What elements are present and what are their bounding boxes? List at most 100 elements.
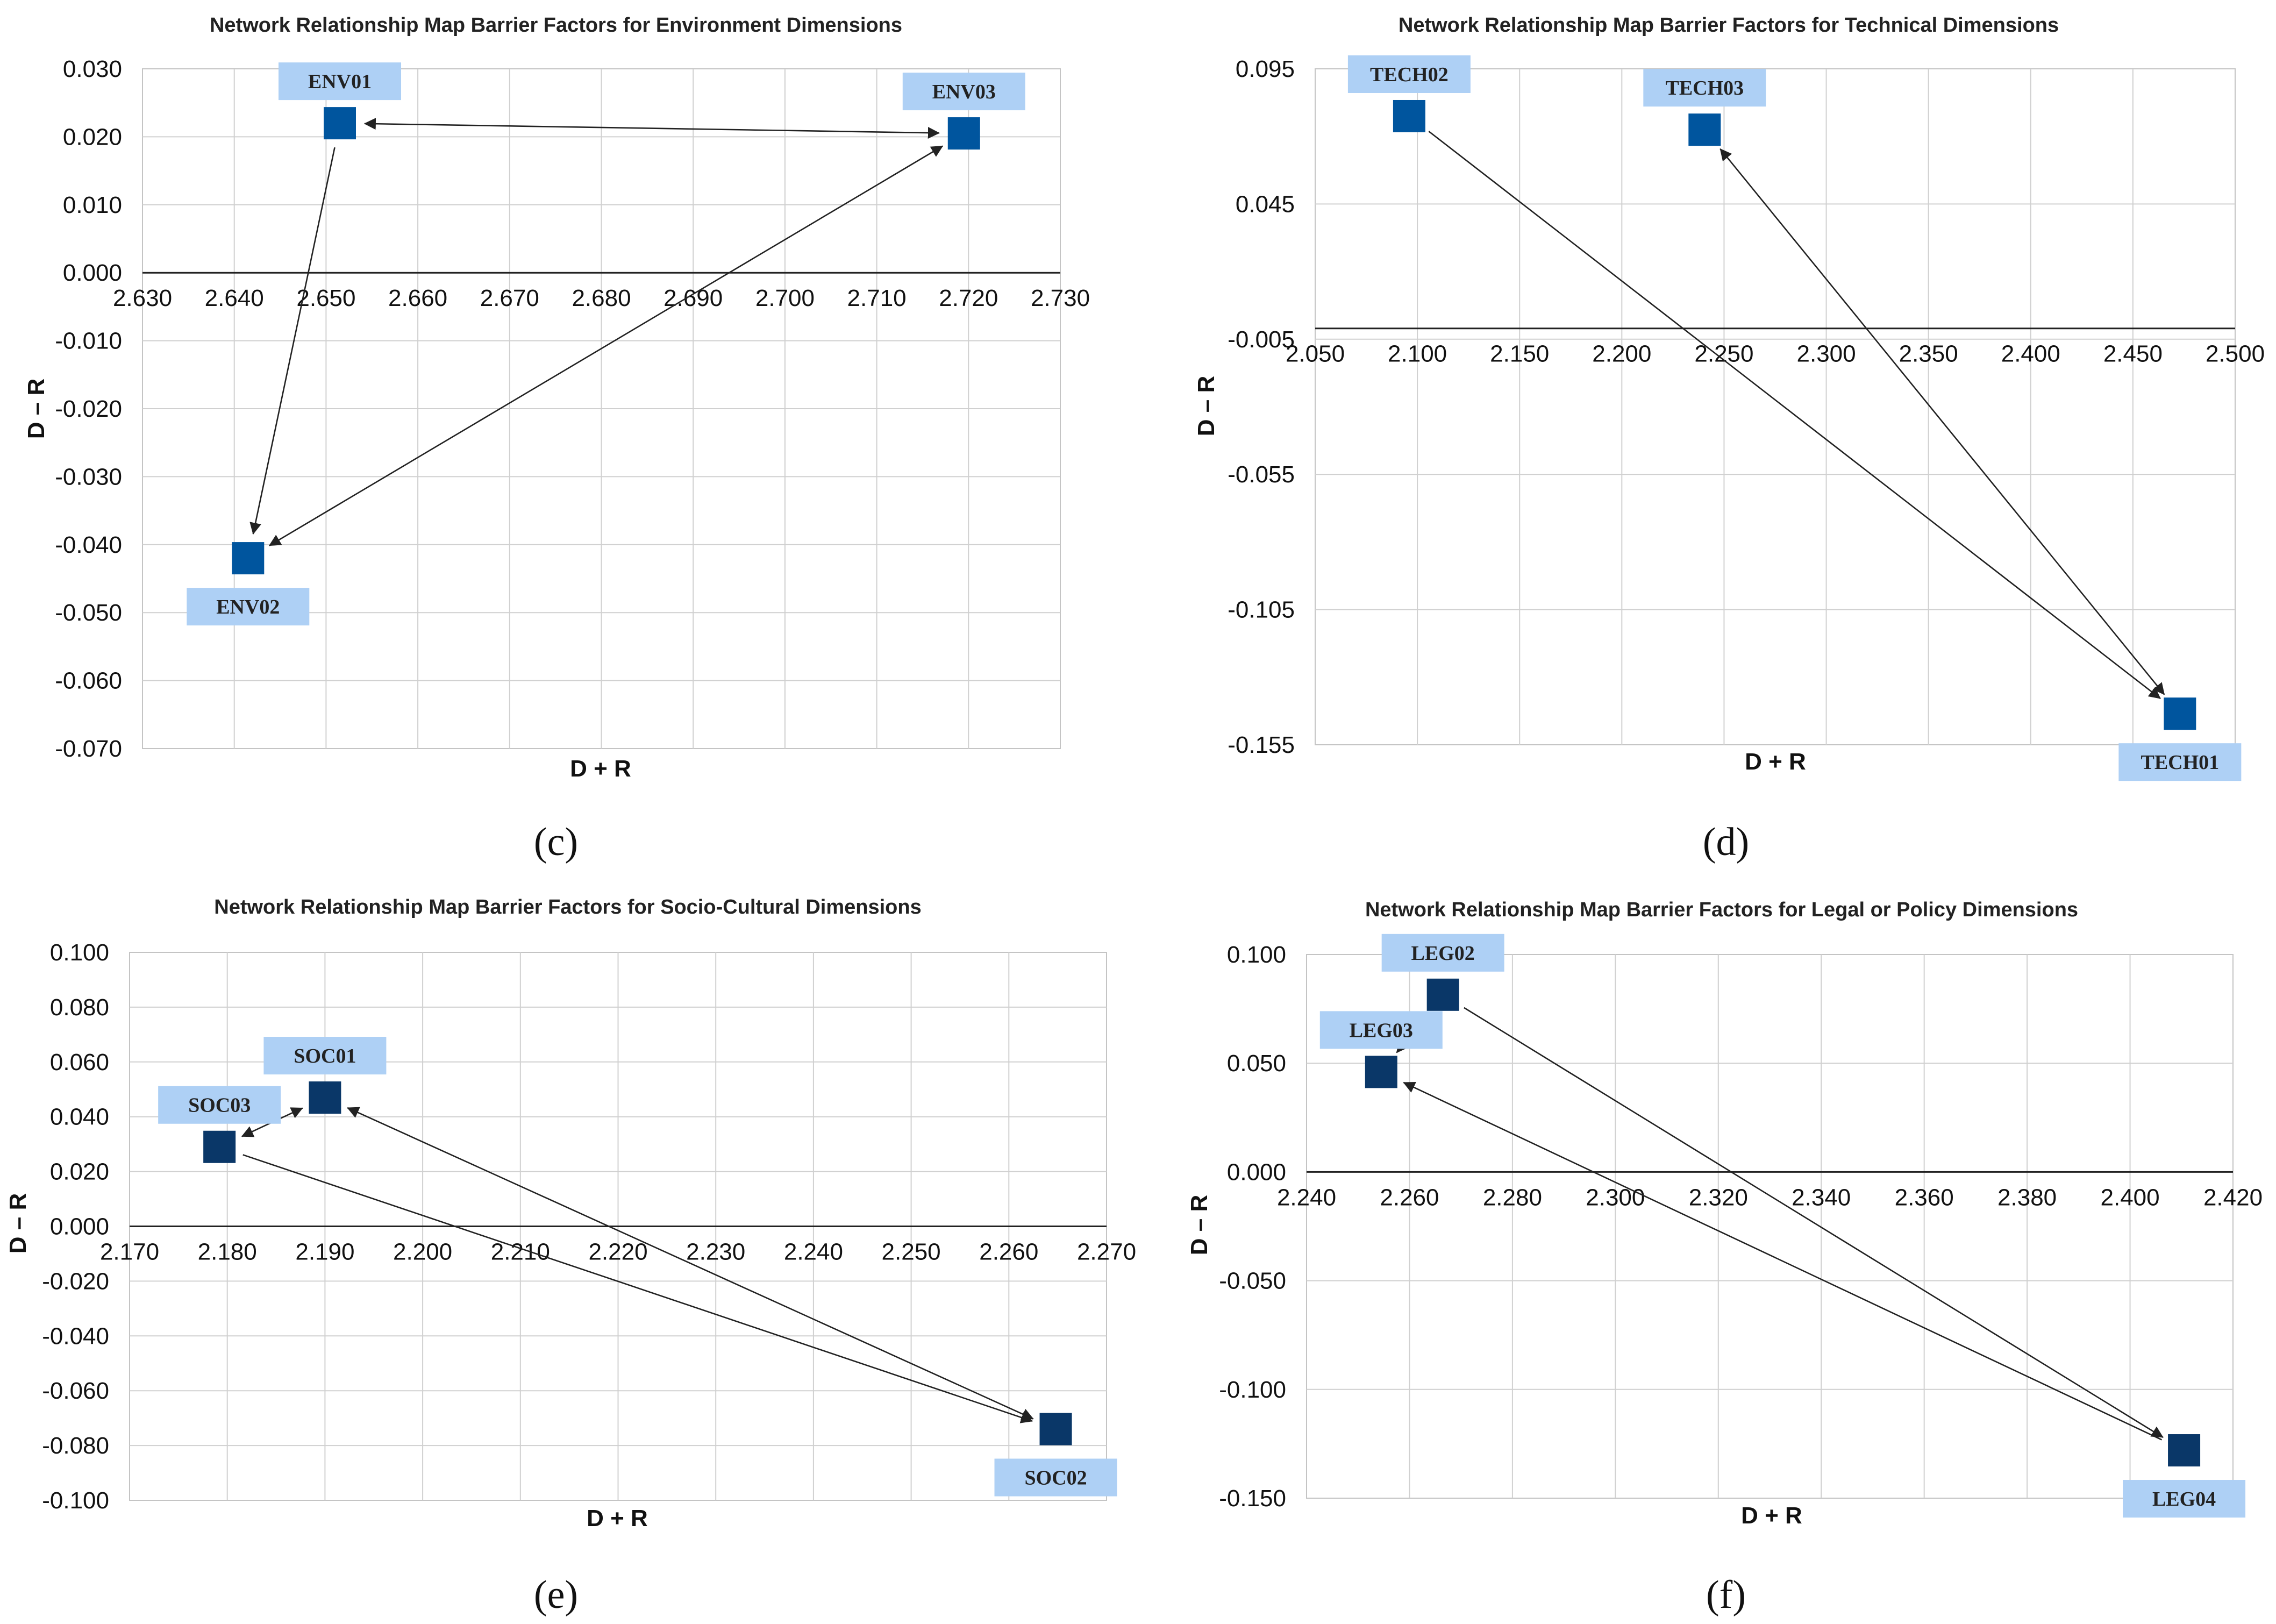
x-tick-label: 2.190	[295, 1239, 354, 1265]
x-tick-label: 2.720	[939, 285, 998, 311]
y-axis-label-c: D – R	[23, 379, 49, 439]
point-label-box-leg03	[1319, 1011, 1443, 1049]
x-tick-label: 2.380	[1997, 1184, 2057, 1210]
x-tick-label: 2.730	[1031, 285, 1090, 311]
y-tick-label: -0.150	[1219, 1485, 1286, 1512]
x-tick-label: 2.500	[2206, 341, 2265, 367]
x-tick-label: 2.670	[480, 285, 539, 311]
x-tick-label: 2.450	[2103, 341, 2163, 367]
x-tick-label: 2.660	[388, 285, 447, 311]
y-tick-label: -0.060	[42, 1378, 109, 1404]
arrow-env01-env03	[363, 118, 940, 139]
x-tick-label: 2.180	[198, 1239, 257, 1265]
x-tick-label: 2.300	[1586, 1184, 1645, 1210]
point-label-box-soc03	[158, 1086, 281, 1124]
y-tick-label: -0.105	[1228, 597, 1295, 623]
panel-caption-e: (e)	[534, 1573, 578, 1617]
point-label-tech01: TECH01	[2141, 751, 2219, 774]
y-tick-label: 0.000	[50, 1214, 109, 1240]
x-tick-label: 2.200	[393, 1239, 452, 1265]
y-tick-label: -0.100	[1219, 1377, 1286, 1403]
x-tick-label: 2.630	[113, 285, 172, 311]
y-tick-label: 0.010	[63, 192, 122, 218]
data-point-leg03	[1365, 1056, 1397, 1088]
x-tick-label: 2.270	[1077, 1239, 1136, 1265]
point-label-leg04: LEG04	[2152, 1488, 2216, 1511]
point-label-box-env02	[187, 588, 310, 626]
x-tick-label: 2.100	[1388, 341, 1447, 367]
y-tick-label: -0.040	[42, 1323, 109, 1349]
x-tick-label: 2.220	[588, 1239, 647, 1265]
x-tick-label: 2.210	[491, 1239, 550, 1265]
y-tick-label: -0.020	[55, 396, 122, 422]
y-tick-label: 0.020	[63, 124, 122, 150]
panel-caption-d: (d)	[1703, 820, 1749, 864]
panel-c: Network Relationship Map Barrier Factors…	[23, 14, 1090, 864]
y-axis-label-f: D – R	[1186, 1195, 1212, 1255]
y-tick-label: 0.060	[50, 1049, 109, 1075]
data-point-tech03	[1688, 113, 1721, 146]
chart-title-f: Network Relationship Map Barrier Factors…	[1365, 899, 2078, 921]
y-axis-label-e: D – R	[5, 1193, 31, 1253]
y-tick-label: 0.095	[1236, 56, 1295, 82]
data-point-soc01	[309, 1081, 341, 1114]
y-tick-label: -0.040	[55, 532, 122, 558]
plot-area-d: 2.050 2.100 2.150 2.200 2.250 2.300 2.350 2.400…	[1228, 55, 2265, 781]
point-label-soc03: SOC03	[188, 1094, 251, 1117]
x-tick-label: 2.250	[882, 1239, 941, 1265]
y-tick-label: -0.005	[1228, 326, 1295, 353]
point-label-box-env03	[902, 73, 1025, 111]
y-tick-label: -0.060	[55, 668, 122, 694]
panel-f: Network Relationship Map Barrier Factors…	[1186, 899, 2263, 1617]
data-point-tech02	[1393, 99, 1425, 132]
y-tick-label: -0.070	[55, 736, 122, 762]
point-label-box-tech03	[1643, 69, 1766, 107]
point-label-soc01: SOC01	[294, 1045, 356, 1067]
x-tick-label: 2.640	[205, 285, 264, 311]
y-tick-label: 0.100	[50, 939, 109, 966]
x-tick-label: 2.240	[784, 1239, 843, 1265]
panel-caption-c: (c)	[534, 820, 578, 864]
x-tick-label: 2.280	[1483, 1184, 1542, 1210]
y-tick-label: -0.155	[1228, 732, 1295, 758]
point-label-env02: ENV02	[216, 596, 280, 618]
point-label-env01: ENV01	[308, 70, 372, 93]
data-point-soc03	[203, 1130, 236, 1163]
y-tick-label: 0.000	[1227, 1159, 1286, 1185]
arrow-soc03-soc02	[242, 1154, 1033, 1423]
panel-d: Network Relationship Map Barrier Factors…	[1193, 14, 2265, 864]
point-label-tech03: TECH03	[1665, 77, 1744, 99]
point-label-box-env01	[279, 62, 402, 101]
chart-title-c: Network Relationship Map Barrier Factors…	[210, 14, 902, 37]
data-point-leg02	[1426, 978, 1459, 1011]
y-tick-label: 0.020	[50, 1159, 109, 1185]
point-label-box-leg04	[2123, 1480, 2246, 1518]
y-tick-label: 0.100	[1227, 942, 1286, 968]
data-point-tech01	[2164, 697, 2196, 730]
plot-area-c: 2.630 2.640 2.650 2.660 2.670 2.680 2.690 2.700…	[55, 56, 1090, 762]
x-tick-label: 2.050	[1286, 341, 1345, 367]
y-tick-label: 0.045	[1236, 191, 1295, 217]
arrow-leg04-leg03	[1403, 1081, 2163, 1441]
x-tick-label: 2.230	[686, 1239, 745, 1265]
plot-frame-f	[1306, 954, 2234, 1499]
point-label-box-tech01	[2118, 743, 2242, 781]
data-point-env01	[324, 107, 356, 140]
point-label-tech02: TECH02	[1370, 63, 1449, 86]
y-tick-label: -0.100	[42, 1487, 109, 1514]
x-axis-label-c: D + R	[570, 756, 631, 782]
y-tick-label: 0.040	[50, 1104, 109, 1130]
arrow-tech03-tech01	[1720, 148, 2165, 695]
arrow-soc01-soc02	[347, 1107, 1034, 1420]
x-tick-label: 2.260	[1380, 1184, 1439, 1210]
panel-e: Network Relationship Map Barrier Factors…	[5, 896, 1136, 1617]
y-tick-label: 0.000	[63, 260, 122, 286]
chart-title-e: Network Relationship Map Barrier Factors…	[214, 896, 921, 918]
arrow-env03-env02	[268, 145, 944, 546]
point-label-box-tech02	[1347, 55, 1471, 93]
chart-title-d: Network Relationship Map Barrier Factors…	[1399, 14, 2059, 37]
x-tick-label: 2.420	[2203, 1184, 2263, 1210]
x-tick-label: 2.360	[1895, 1184, 1954, 1210]
point-label-box-soc01	[263, 1037, 387, 1075]
